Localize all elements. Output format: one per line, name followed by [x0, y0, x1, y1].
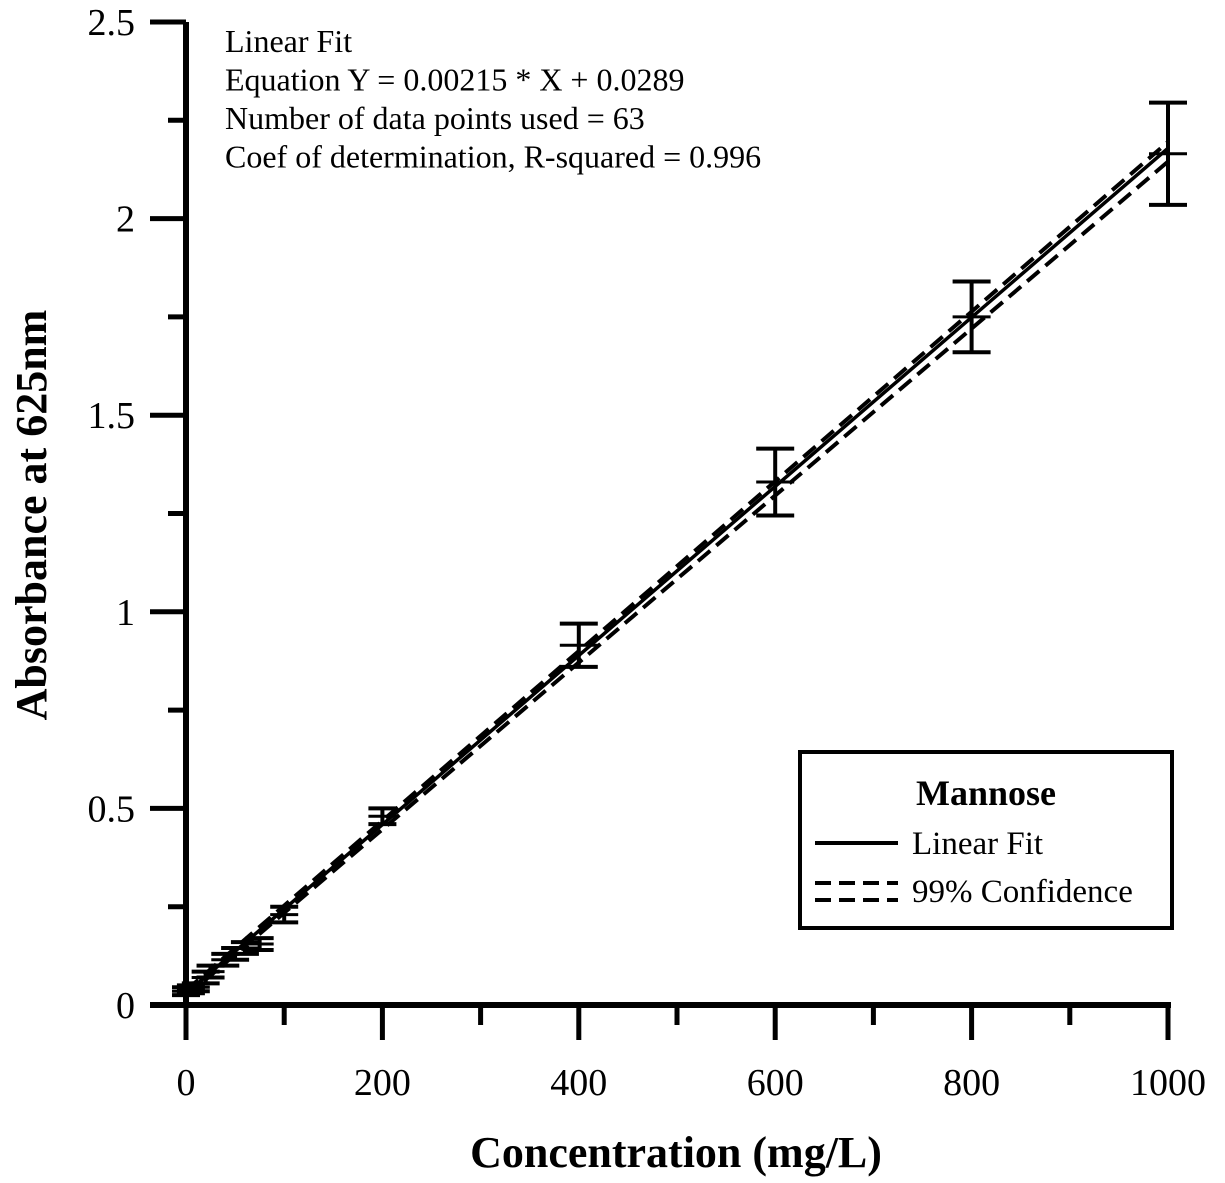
data-point-errorbar [230, 940, 259, 956]
y-tick-label: 1 [116, 592, 135, 634]
annotation-line: Number of data points used = 63 [225, 100, 645, 136]
y-tick-label: 2.5 [88, 2, 136, 44]
x-tick-label: 400 [550, 1062, 607, 1104]
y-tick-label: 2 [116, 199, 135, 241]
axes: 0 0.5 1 1.5 2 2.5 0 200 400 600 800 1000 Concentrati… [7, 2, 1206, 1177]
x-tick-label: 200 [354, 1062, 411, 1104]
data-point-errorbar [1149, 100, 1187, 207]
data-point-errorbar [245, 936, 274, 952]
data-point-errorbar [952, 279, 991, 355]
x-tick-label: 600 [747, 1062, 804, 1104]
legend: Mannose Linear Fit 99% Confidence [798, 750, 1174, 930]
data-point-errorbar [559, 621, 598, 669]
y-tick-label: 0 [116, 985, 135, 1027]
annotation-line: Equation Y = 0.00215 * X + 0.0289 [225, 62, 684, 98]
x-tick-label: 1000 [1130, 1062, 1206, 1104]
legend-label-linear-fit: Linear Fit [912, 826, 1043, 862]
confidence-upper-line [184, 140, 1170, 992]
data-point-errorbar [756, 446, 795, 518]
data-point-errorbar [368, 806, 397, 827]
annotation-line: Linear Fit [225, 23, 352, 59]
x-tick-label: 800 [943, 1062, 1000, 1104]
y-axis-title: Absorbance at 625nm [7, 310, 56, 721]
data-point-errorbar [196, 963, 225, 980]
y-tick-label: 0.5 [88, 788, 136, 830]
x-axis-title: Concentration (mg/L) [470, 1128, 882, 1177]
linear-fit-line [184, 146, 1170, 995]
legend-title: Mannose [916, 773, 1056, 813]
annotation-line: Coef of determination, R-squared = 0.996 [225, 139, 761, 175]
y-tick-label: 1.5 [88, 395, 136, 437]
data-point-errorbar [270, 904, 299, 925]
x-tick-label: 0 [177, 1062, 196, 1104]
legend-box [798, 750, 1174, 930]
legend-label-confidence: 99% Confidence [912, 874, 1133, 910]
